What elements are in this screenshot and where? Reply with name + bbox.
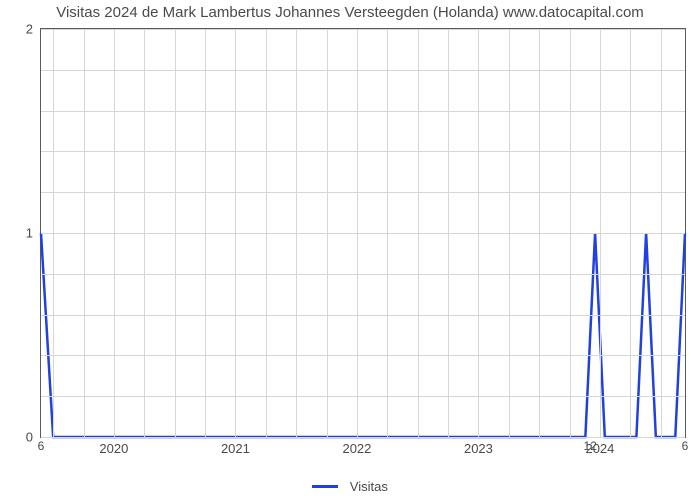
legend-label: Visitas [350,479,388,494]
chart-title: Visitas 2024 de Mark Lambertus Johannes … [0,0,700,21]
grid-horizontal [41,70,685,71]
grid-horizontal [41,355,685,356]
grid-horizontal [41,192,685,193]
grid-horizontal [41,396,685,397]
y-tick-label: 2 [26,22,41,37]
data-point-label: 6 [38,439,45,453]
legend-swatch [312,485,338,488]
grid-horizontal [41,111,685,112]
grid-horizontal [41,29,685,30]
data-point-label: 12 [584,439,597,453]
y-tick-label: 1 [26,226,41,241]
plot-area: 012202020212022202320246126 [40,28,686,438]
chart-area: 012202020212022202320246126 [40,28,686,438]
grid-horizontal [41,233,685,234]
grid-horizontal [41,315,685,316]
x-tick-label: 2022 [342,437,371,456]
x-tick-label: 2021 [221,437,250,456]
grid-horizontal [41,151,685,152]
grid-horizontal [41,274,685,275]
x-tick-label: 2020 [99,437,128,456]
legend: Visitas [0,478,700,494]
x-tick-label: 2023 [464,437,493,456]
data-point-label: 6 [682,439,689,453]
